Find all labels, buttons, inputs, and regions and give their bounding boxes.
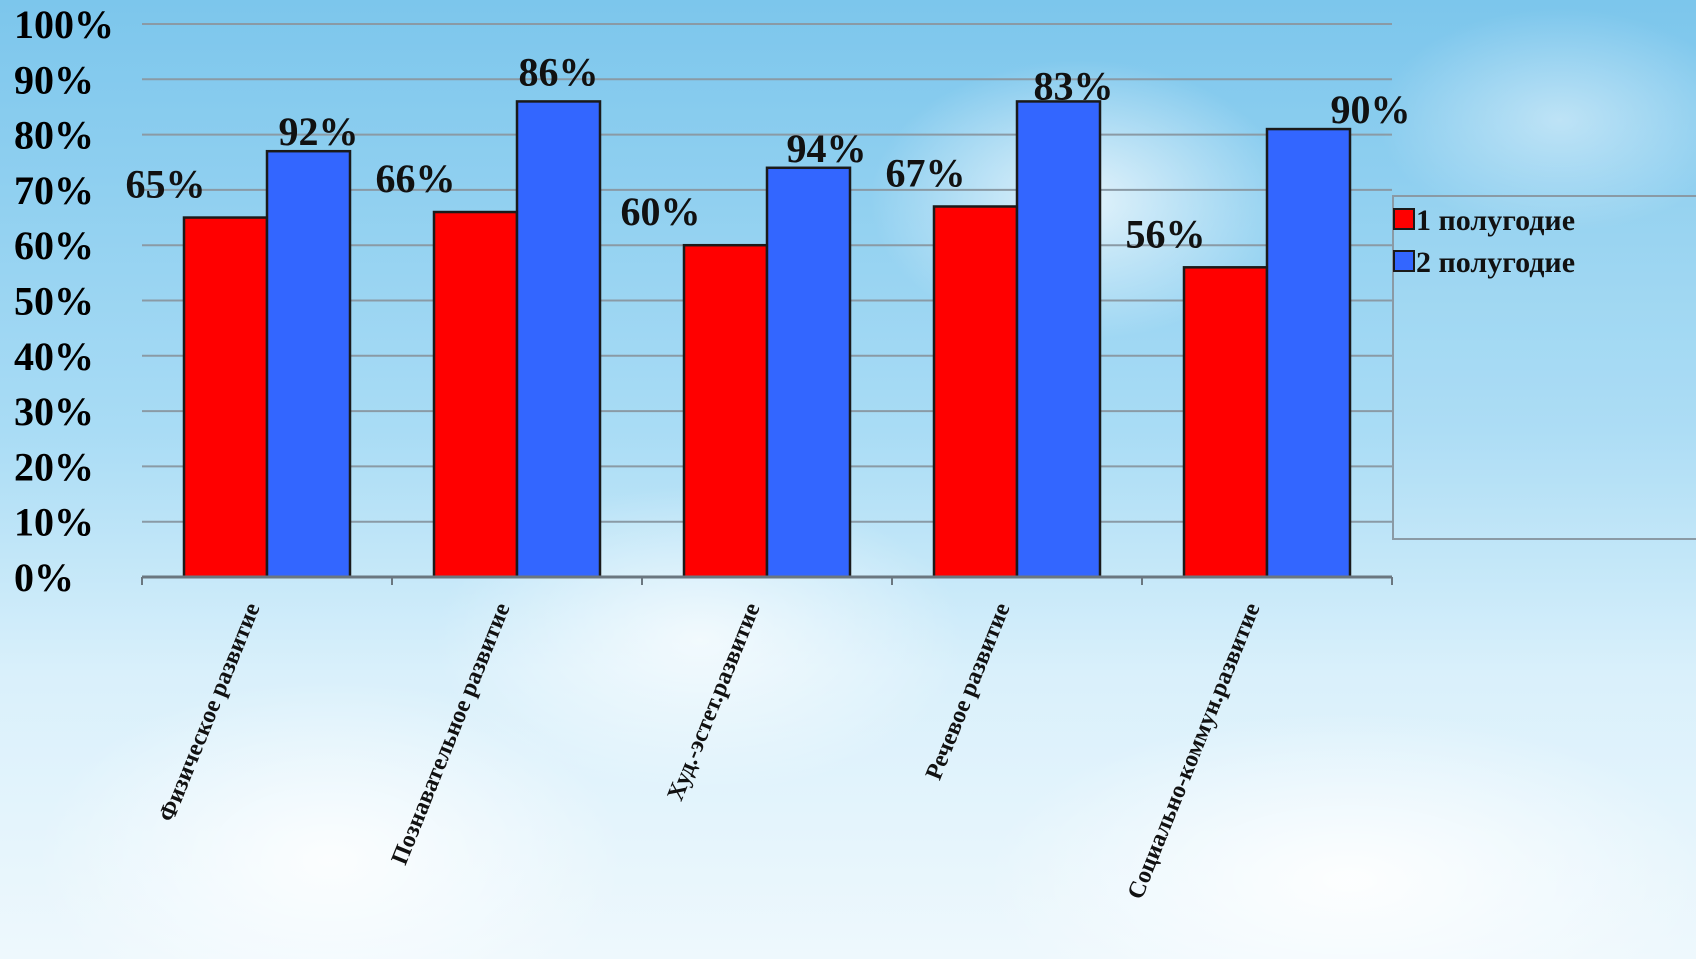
legend-swatch [1393, 250, 1415, 272]
y-tick-label: 50% [14, 279, 94, 324]
y-tick-label: 70% [14, 168, 94, 213]
bar-1-4 [932, 205, 1019, 579]
bar-2-1 [265, 149, 352, 579]
legend-label: 1 полугодие [1416, 204, 1575, 237]
y-axis-ticks: 0% 10% 20% 30% 40% 50% 60% 70% 80% 90% 100% [14, 2, 114, 600]
bar-1-1 [182, 216, 269, 579]
y-tick-label: 0% [14, 555, 74, 600]
y-tick-label: 100% [14, 2, 114, 47]
y-tick-label: 60% [14, 223, 94, 268]
data-label: 60% [621, 189, 701, 234]
bar-1-5 [1182, 266, 1269, 579]
bars [182, 100, 1352, 579]
y-tick-label: 30% [14, 389, 94, 434]
data-labels: 65% 92% 66% 86% 60% 94% 67% 83% 56% 90% [126, 49, 1411, 256]
category-labels: Физическое развитие Познавательное развит… [154, 599, 1266, 903]
data-label: 56% [1126, 211, 1206, 256]
data-label: 86% [519, 49, 599, 94]
bar-2-2 [515, 100, 602, 579]
bar-1-2 [432, 210, 519, 579]
y-tick-label: 90% [14, 57, 94, 102]
bar-2-5 [1265, 127, 1352, 579]
y-tick-label: 20% [14, 444, 94, 489]
data-label: 83% [1034, 63, 1114, 108]
data-label: 65% [126, 162, 206, 207]
x-category-label: Речевое развитие [921, 599, 1016, 783]
data-label: 92% [279, 109, 359, 154]
bar-1-3 [682, 243, 769, 579]
bar-2-3 [765, 166, 852, 579]
legend-box [1392, 195, 1696, 540]
bar-2-4 [1015, 100, 1102, 579]
x-category-label: Худ.-эстет.развитие [663, 599, 766, 804]
x-category-label: Социально-коммун.развитие [1123, 599, 1266, 903]
y-tick-label: 10% [14, 500, 94, 545]
legend-label: 2 полугодие [1416, 246, 1575, 279]
x-category-label: Познавательное развитие [387, 599, 516, 868]
y-tick-label: 40% [14, 334, 94, 379]
legend-swatch [1393, 208, 1415, 230]
data-label: 90% [1331, 87, 1411, 132]
data-label: 94% [787, 126, 867, 171]
data-label: 66% [376, 156, 456, 201]
legend: 1 полугодие 2 полугодие [1392, 195, 1696, 540]
x-category-label: Физическое развитие [154, 599, 266, 825]
y-tick-label: 80% [14, 113, 94, 158]
x-axis [141, 575, 1393, 585]
data-label: 67% [886, 150, 966, 195]
